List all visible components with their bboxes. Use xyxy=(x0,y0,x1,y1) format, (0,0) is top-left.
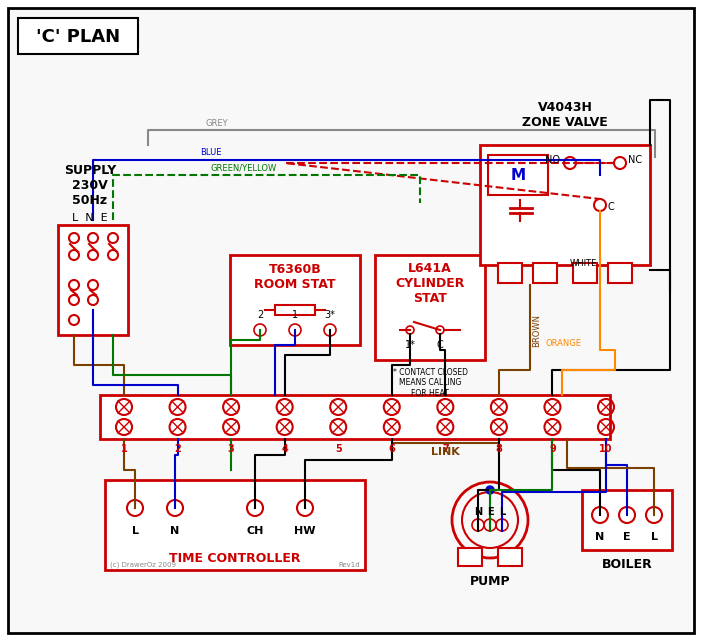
Text: 10: 10 xyxy=(600,444,613,454)
Text: 8: 8 xyxy=(496,444,503,454)
Text: NO: NO xyxy=(545,155,560,165)
Text: C: C xyxy=(608,202,615,212)
FancyBboxPatch shape xyxy=(488,155,548,195)
Text: Rev1d: Rev1d xyxy=(338,562,360,568)
Text: 9: 9 xyxy=(549,444,556,454)
Text: 5: 5 xyxy=(335,444,342,454)
Text: N: N xyxy=(474,507,482,517)
Text: 1: 1 xyxy=(121,444,127,454)
Text: N: N xyxy=(171,526,180,536)
Circle shape xyxy=(486,486,494,494)
Text: BROWN: BROWN xyxy=(532,313,541,347)
Text: T6360B
ROOM STAT: T6360B ROOM STAT xyxy=(254,263,336,291)
Text: 2: 2 xyxy=(257,310,263,320)
Text: WHITE: WHITE xyxy=(570,259,597,268)
Text: 7: 7 xyxy=(442,444,449,454)
Text: * CONTACT CLOSED
MEANS CALLING
FOR HEAT: * CONTACT CLOSED MEANS CALLING FOR HEAT xyxy=(392,368,468,398)
FancyBboxPatch shape xyxy=(100,395,610,439)
Text: PUMP: PUMP xyxy=(470,575,510,588)
Text: NC: NC xyxy=(628,155,642,165)
Text: 4: 4 xyxy=(282,444,288,454)
Text: CH: CH xyxy=(246,526,264,536)
Text: BOILER: BOILER xyxy=(602,558,652,570)
Text: (c) DrawerOz 2009: (c) DrawerOz 2009 xyxy=(110,562,176,568)
Text: HW: HW xyxy=(294,526,316,536)
FancyBboxPatch shape xyxy=(375,255,485,360)
FancyBboxPatch shape xyxy=(533,263,557,283)
Text: BLUE: BLUE xyxy=(200,148,222,157)
Text: L  N  E: L N E xyxy=(72,213,108,223)
FancyBboxPatch shape xyxy=(275,305,315,315)
Text: GREEN/YELLOW: GREEN/YELLOW xyxy=(210,163,277,172)
FancyBboxPatch shape xyxy=(498,548,522,566)
Text: N: N xyxy=(595,532,604,542)
Text: 'C' PLAN: 'C' PLAN xyxy=(36,28,120,46)
FancyBboxPatch shape xyxy=(582,490,672,550)
FancyBboxPatch shape xyxy=(498,263,522,283)
FancyBboxPatch shape xyxy=(58,225,128,335)
Text: L641A
CYLINDER
STAT: L641A CYLINDER STAT xyxy=(395,262,465,304)
Text: 2: 2 xyxy=(174,444,181,454)
Text: M: M xyxy=(510,167,526,183)
FancyBboxPatch shape xyxy=(230,255,360,345)
Text: E: E xyxy=(486,507,494,517)
FancyBboxPatch shape xyxy=(573,263,597,283)
FancyBboxPatch shape xyxy=(608,263,632,283)
Text: 1*: 1* xyxy=(404,340,416,350)
Text: V4043H
ZONE VALVE: V4043H ZONE VALVE xyxy=(522,101,608,129)
Text: ORANGE: ORANGE xyxy=(545,339,581,348)
Text: TIME CONTROLLER: TIME CONTROLLER xyxy=(169,551,300,565)
FancyBboxPatch shape xyxy=(8,8,694,633)
Text: L: L xyxy=(651,532,658,542)
Text: SUPPLY
230V
50Hz: SUPPLY 230V 50Hz xyxy=(64,163,116,206)
Text: GREY: GREY xyxy=(205,119,227,128)
Text: E: E xyxy=(623,532,631,542)
FancyBboxPatch shape xyxy=(480,145,650,265)
Text: 1: 1 xyxy=(292,310,298,320)
FancyBboxPatch shape xyxy=(458,548,482,566)
FancyBboxPatch shape xyxy=(18,18,138,54)
Text: L: L xyxy=(499,507,505,517)
Text: C: C xyxy=(437,340,444,350)
Text: LINK: LINK xyxy=(431,447,460,457)
FancyBboxPatch shape xyxy=(105,480,365,570)
Text: 3: 3 xyxy=(227,444,234,454)
Text: 3*: 3* xyxy=(324,310,336,320)
Text: L: L xyxy=(131,526,138,536)
Text: 6: 6 xyxy=(388,444,395,454)
